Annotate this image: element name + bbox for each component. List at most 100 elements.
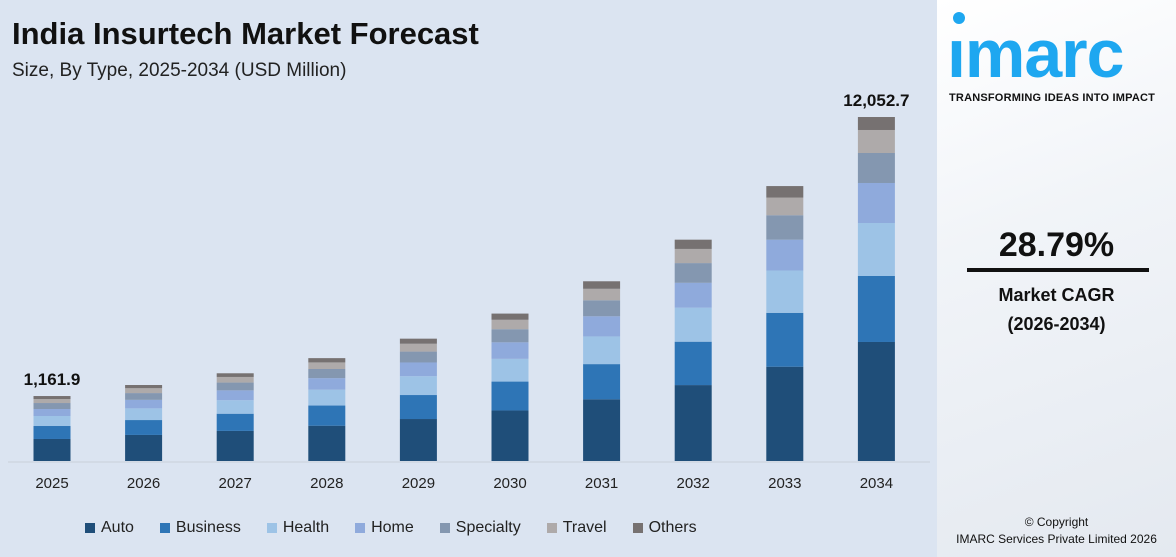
legend-swatch	[266, 523, 277, 533]
legend-label: Specialty	[455, 519, 521, 536]
x-tick-label: 2027	[219, 475, 252, 492]
bar-segment-business-2029	[399, 395, 437, 420]
bar-segment-auto-2033	[766, 366, 804, 461]
legend-label: Travel	[562, 519, 607, 536]
bar-segment-auto-2028	[308, 425, 346, 461]
legend-label: Others	[648, 519, 697, 536]
bar-segment-home-2031	[583, 316, 621, 337]
logo-dot	[953, 12, 965, 24]
stacked-bar-chart: 2025 1,161.9 2026 2027 2028 2029 2030 2031 2032 2…	[8, 91, 930, 492]
bar-segment-travel-2026	[125, 388, 163, 394]
bar-segment-home-2025	[33, 409, 71, 416]
legend-label: Home	[371, 519, 414, 536]
legend-label: Auto	[101, 519, 134, 536]
bar-segment-others-2027	[216, 373, 254, 377]
bar-segment-home-2034	[857, 182, 895, 224]
bar-segment-home-2033	[766, 239, 804, 271]
chart-subtitle: Size, By Type, 2025-2034 (USD Million)	[12, 60, 347, 81]
bar-segment-travel-2034	[857, 129, 895, 153]
bar-segment-others-2025	[33, 396, 71, 400]
bar-segment-auto-2030	[491, 410, 529, 461]
x-tick-label: 2026	[127, 475, 160, 492]
logo-tagline: TRANSFORMING IDEAS INTO IMPACT	[949, 92, 1156, 104]
bar-segment-home-2028	[308, 378, 346, 390]
bar-segment-health-2031	[583, 336, 621, 365]
bar-segment-travel-2028	[308, 362, 346, 370]
bar-segment-auto-2034	[857, 341, 895, 461]
bar-segment-auto-2026	[125, 434, 163, 461]
bar-segment-specialty-2029	[399, 351, 437, 363]
bar-segment-others-2026	[125, 385, 163, 389]
legend-swatch	[159, 523, 170, 533]
bar-segment-health-2026	[125, 408, 163, 421]
bar-segment-home-2026	[125, 399, 163, 409]
bar-segment-travel-2029	[399, 343, 437, 352]
data-label: 1,161.9	[24, 370, 81, 389]
bar-segment-auto-2032	[674, 385, 712, 461]
bar-segment-travel-2032	[674, 248, 712, 264]
x-tick-label: 2033	[768, 475, 801, 492]
bar-segment-business-2025	[33, 426, 71, 439]
bar-segment-auto-2027	[216, 430, 254, 461]
bar-segment-specialty-2027	[216, 382, 254, 391]
bar-segment-business-2031	[583, 364, 621, 400]
legend-item-others: Others	[632, 519, 697, 537]
bar-segment-specialty-2026	[125, 393, 163, 400]
x-tick-label: 2030	[493, 475, 526, 492]
info-panel: ımarc TRANSFORMING IDEAS INTO IMPACT 28.…	[937, 0, 1176, 557]
bar-segment-business-2032	[674, 341, 712, 386]
bar-segment-specialty-2031	[583, 300, 621, 317]
imarc-logo: ımarc	[947, 16, 1124, 92]
bar-segment-specialty-2034	[857, 152, 895, 183]
x-tick-label: 2034	[860, 475, 893, 492]
x-tick-label: 2025	[35, 475, 68, 492]
bar-segment-others-2028	[308, 358, 346, 363]
bar-segment-home-2032	[674, 282, 712, 308]
bar-segment-home-2027	[216, 390, 254, 401]
cagr-period: (2026-2034)	[1007, 314, 1106, 334]
legend-item-auto: Auto	[85, 519, 134, 537]
bar-segment-specialty-2032	[674, 263, 712, 283]
bar-segment-business-2034	[857, 276, 895, 342]
bar-segment-auto-2025	[33, 438, 71, 461]
bar-segment-business-2028	[308, 405, 346, 426]
bar-segment-others-2031	[583, 281, 621, 289]
data-label: 12,052.7	[843, 91, 909, 110]
bar-segment-travel-2025	[33, 399, 71, 404]
legend-swatch	[632, 523, 643, 533]
x-tick-label: 2031	[585, 475, 618, 492]
bar-segment-travel-2027	[216, 376, 254, 383]
chart-panel: India Insurtech Market Forecast Size, By…	[8, 16, 930, 537]
bar-segment-auto-2031	[583, 399, 621, 461]
bar-segment-others-2030	[491, 313, 529, 320]
bar-segment-business-2027	[216, 413, 254, 431]
divider	[967, 268, 1149, 272]
bar-segment-health-2025	[33, 415, 71, 427]
chart-title: India Insurtech Market Forecast	[12, 16, 479, 51]
bar-segment-others-2034	[857, 117, 895, 130]
bar-segment-others-2032	[674, 239, 712, 249]
copyright-line2: IMARC Services Private Limited 2026	[956, 532, 1157, 546]
legend-label: Business	[175, 519, 241, 536]
bar-segment-others-2033	[766, 186, 804, 198]
legend-item-travel: Travel	[546, 519, 607, 537]
bar-segment-health-2034	[857, 223, 895, 277]
bar-segment-home-2029	[399, 362, 437, 377]
legend-item-business: Business	[159, 519, 241, 537]
bar-segment-business-2033	[766, 312, 804, 367]
cagr-value: 28.79%	[998, 226, 1115, 264]
bar-segment-health-2027	[216, 400, 254, 414]
legend: Auto Business Health Home Specialty Travel Oth…	[85, 519, 723, 537]
bar-segment-specialty-2033	[766, 215, 804, 240]
bar-segment-health-2033	[766, 270, 804, 313]
x-tick-label: 2032	[677, 475, 710, 492]
cagr-label: Market CAGR	[998, 285, 1115, 305]
bar-segment-travel-2033	[766, 197, 804, 216]
bar-segment-health-2029	[399, 376, 437, 396]
legend-item-health: Health	[266, 519, 329, 537]
legend-item-specialty: Specialty	[439, 519, 521, 537]
bar-segment-health-2028	[308, 389, 346, 406]
bar-segment-specialty-2028	[308, 369, 346, 379]
x-tick-label: 2028	[310, 475, 343, 492]
bar-segment-specialty-2030	[491, 329, 529, 343]
